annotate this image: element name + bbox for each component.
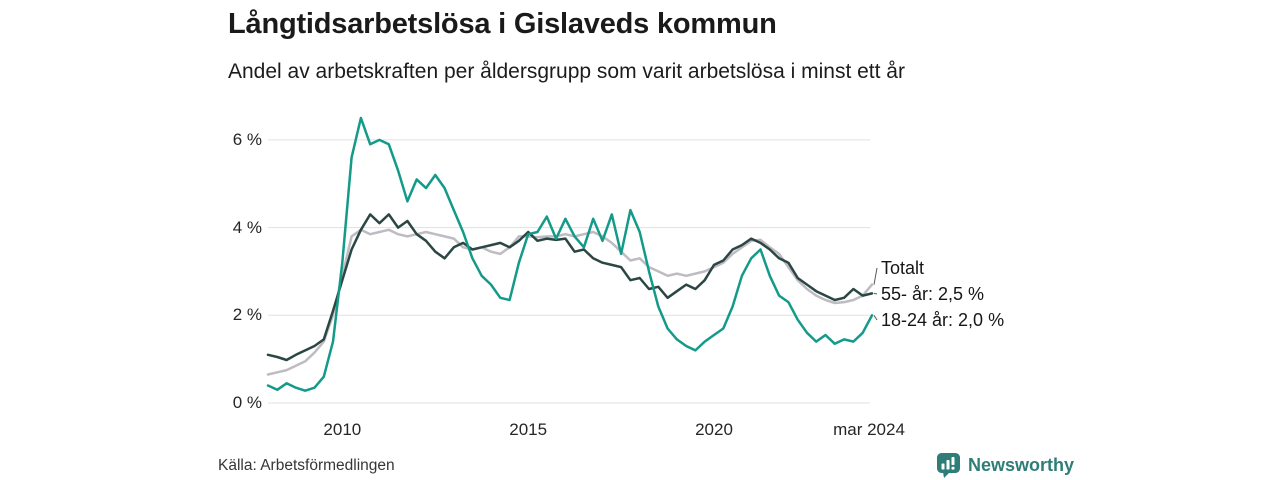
newsworthy-wordmark: Newsworthy [968, 455, 1075, 475]
series-label-18-24-ar: 18-24 år: 2,0 % [881, 310, 1005, 330]
y-tick-label: 2 % [232, 305, 262, 325]
newsworthy-chart-bubble-icon [936, 452, 961, 478]
page-title: Långtidsarbetslösa i Gislaveds kommun [228, 8, 777, 40]
series-label-55-ar: 55- år: 2,5 % [881, 284, 985, 304]
page-subtitle: Andel av arbetskraften per åldersgrupp s… [228, 60, 905, 83]
x-tick-label: 2010 [323, 420, 362, 439]
newsworthy-logo[interactable]: Newsworthy [936, 452, 1074, 478]
y-tick-label: 6 % [232, 129, 262, 149]
x-tick-label: 2015 [509, 420, 548, 439]
y-tick-label: 0 % [232, 393, 262, 412]
x-tick-label: 2020 [695, 420, 733, 439]
x-tick-label: mar 2024 [833, 420, 905, 439]
y-tick-label: 4 % [232, 217, 262, 237]
series-label-totalt: Totalt [881, 258, 925, 278]
source-note: Källa: Arbetsförmedlingen [218, 457, 395, 474]
